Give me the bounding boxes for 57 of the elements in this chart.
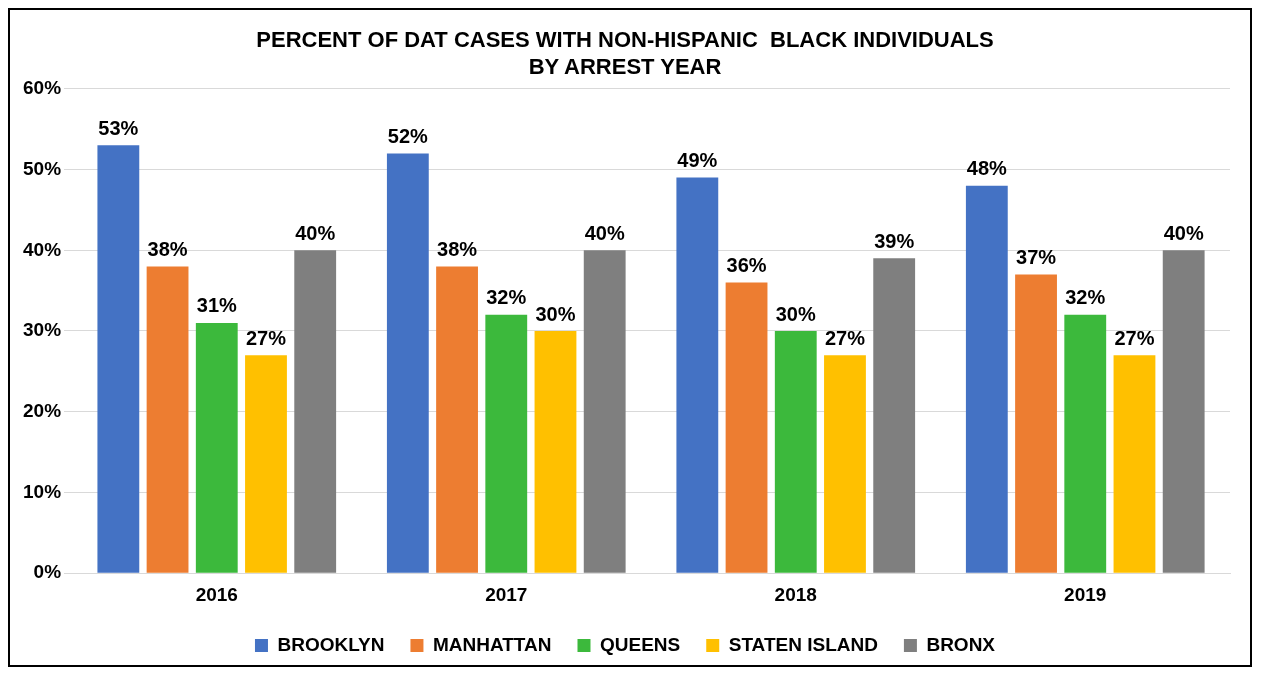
legend-label: MANHATTAN xyxy=(432,633,552,655)
bar xyxy=(725,282,768,573)
bar xyxy=(436,266,478,573)
x-tick-label: 2018 xyxy=(774,583,817,605)
data-label: 52% xyxy=(387,124,429,147)
bar xyxy=(1113,355,1156,573)
x-tick-label: 2016 xyxy=(195,583,238,605)
bar xyxy=(245,355,287,573)
data-label: 39% xyxy=(874,229,915,252)
bar xyxy=(873,258,916,573)
y-tick-label: 30% xyxy=(23,319,62,341)
y-tick-label: 50% xyxy=(23,157,62,179)
bar xyxy=(583,250,626,573)
bar xyxy=(676,177,719,573)
x-tick-label: 2019 xyxy=(1064,583,1107,605)
y-tick-label: 20% xyxy=(23,399,62,421)
data-label: 37% xyxy=(1016,246,1057,268)
bar xyxy=(1015,274,1057,573)
bar xyxy=(824,355,866,573)
bar xyxy=(294,250,337,573)
data-label: 31% xyxy=(196,294,237,317)
y-tick-label: 60% xyxy=(23,77,62,99)
data-label: 38% xyxy=(437,237,478,260)
bar xyxy=(386,153,429,573)
bar xyxy=(97,145,140,573)
y-tick-label: 40% xyxy=(23,238,62,260)
data-label: 27% xyxy=(824,326,866,349)
bar xyxy=(485,314,528,573)
data-label: 32% xyxy=(486,286,527,309)
data-label: 36% xyxy=(726,254,767,277)
data-label: 40% xyxy=(295,221,336,244)
x-tick-label: 2017 xyxy=(485,583,528,605)
legend-label: BRONX xyxy=(926,633,996,655)
y-tick-label: 10% xyxy=(23,480,62,502)
data-label: 40% xyxy=(584,221,625,244)
chart-title: PERCENT OF DAT CASES WITH NON-HISPANIC BLACK INDIVIDUALS BY ARREST YEAR xyxy=(256,27,994,79)
bar xyxy=(195,322,238,573)
data-label: 49% xyxy=(677,149,718,172)
bar xyxy=(1064,314,1107,573)
data-label: 40% xyxy=(1163,221,1204,244)
legend-label: QUEENS xyxy=(599,633,681,655)
data-label: 27% xyxy=(245,326,287,349)
data-label: 30% xyxy=(535,302,576,325)
bar xyxy=(534,331,577,573)
data-label: 48% xyxy=(966,157,1008,180)
data-label: 32% xyxy=(1065,286,1106,309)
bar xyxy=(1162,250,1205,573)
y-tick-label: 0% xyxy=(33,561,62,583)
legend-label: BROOKLYN xyxy=(277,633,385,655)
data-label: 30% xyxy=(775,302,816,325)
bar xyxy=(146,266,189,573)
data-label: 27% xyxy=(1114,326,1155,349)
bar xyxy=(965,185,1008,573)
legend-label: STATEN ISLAND xyxy=(728,633,878,655)
data-label: 53% xyxy=(98,116,139,139)
bar xyxy=(774,331,817,573)
data-label: 38% xyxy=(147,237,188,260)
